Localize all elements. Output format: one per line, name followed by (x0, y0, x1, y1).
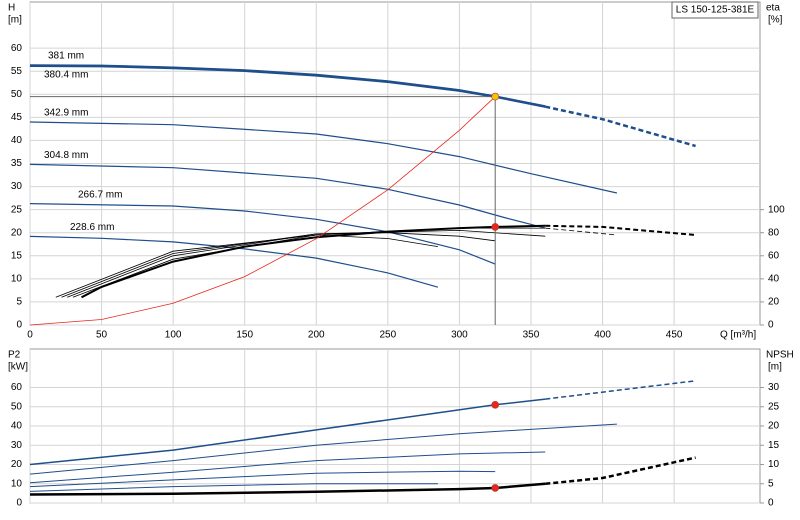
y-tick-label: 0 (16, 498, 22, 509)
curve (29, 451, 546, 484)
curve (55, 234, 438, 298)
curve (545, 224, 696, 236)
y2-tick-label: 30 (768, 382, 780, 393)
y2-axis-unit: [%] (768, 15, 783, 26)
curve (29, 470, 496, 488)
y2-tick-label: 5 (768, 478, 774, 489)
x-tick-label: 150 (236, 330, 253, 341)
y-tick-label: 60 (11, 43, 23, 54)
curve (545, 227, 617, 236)
title-box (671, 1, 759, 19)
curve-label: 266.7 mm (78, 189, 122, 200)
y2-tick-label: 0 (768, 498, 774, 509)
curve (29, 64, 546, 108)
y-tick-label: 15 (11, 250, 23, 261)
curve (545, 456, 696, 486)
y-tick-label: 25 (11, 204, 23, 215)
curve (29, 96, 496, 326)
y-tick-label: 30 (11, 181, 23, 192)
y-tick-label: 5 (16, 297, 22, 308)
y-axis-label: P2 (8, 350, 21, 361)
curve (61, 232, 496, 298)
x-tick-label: 300 (451, 330, 468, 341)
y2-tick-label: 10 (768, 459, 780, 470)
x-tick-label: 50 (96, 330, 108, 341)
y-tick-label: 10 (11, 273, 23, 284)
y-tick-label: 40 (11, 135, 23, 146)
curve (545, 380, 696, 400)
curve (545, 105, 696, 148)
duty-point (491, 223, 499, 231)
y-tick-label: 50 (11, 89, 23, 100)
y-tick-label: 0 (16, 320, 22, 331)
x-tick-label: 450 (666, 330, 683, 341)
x-tick-label: 0 (27, 330, 33, 341)
y-tick-label: 55 (11, 66, 23, 77)
y-tick-label: 50 (11, 401, 23, 412)
x-tick-label: 250 (379, 330, 396, 341)
curve-label: 304.8 mm (44, 150, 88, 161)
y-axis-unit: [kW] (8, 362, 28, 373)
y2-tick-label: 20 (768, 297, 780, 308)
y2-tick-label: 0 (768, 320, 774, 331)
y2-axis-unit: [m] (768, 362, 782, 373)
y2-tick-label: 15 (768, 440, 780, 451)
y-axis-unit: [m] (8, 15, 22, 26)
curve-label: 228.6 mm (70, 222, 114, 233)
curve (29, 398, 546, 466)
x-tick-label: 100 (165, 330, 182, 341)
y-tick-label: 35 (11, 158, 23, 169)
y2-tick-label: 80 (768, 227, 780, 238)
x-tick-label: 350 (523, 330, 540, 341)
duty-point (491, 484, 499, 492)
y2-tick-label: 25 (768, 401, 780, 412)
y-tick-label: 10 (11, 478, 23, 489)
y-tick-label: 20 (11, 459, 23, 470)
curve (81, 224, 546, 299)
curve (29, 482, 546, 496)
y2-tick-label: 40 (768, 273, 780, 284)
y-tick-label: 20 (11, 227, 23, 238)
curve (29, 235, 439, 288)
y2-tick-label: 60 (768, 250, 780, 261)
curve (29, 203, 496, 265)
x-tick-label: 200 (308, 330, 325, 341)
curve-label: 342.9 mm (44, 108, 88, 119)
y2-axis-label: eta (766, 3, 780, 14)
y2-tick-label: 100 (768, 204, 785, 215)
duty-point (491, 92, 499, 101)
y-tick-label: 30 (11, 440, 23, 451)
curve-label: 380.4 mm (44, 69, 88, 80)
x-axis-label: Q [m³/h] (720, 330, 756, 341)
curve (29, 121, 618, 194)
chart-title: LS 150-125-381E (676, 5, 755, 16)
curve (29, 483, 438, 492)
y-tick-label: 45 (11, 112, 23, 123)
y-tick-label: 60 (11, 382, 23, 393)
x-tick-label: 400 (594, 330, 611, 341)
y-tick-label: 40 (11, 421, 23, 432)
y2-tick-label: 20 (768, 421, 780, 432)
y2-axis-label: NPSH (766, 350, 794, 361)
curve (29, 423, 617, 475)
duty-point (491, 401, 499, 409)
curve-label: 381 mm (48, 50, 84, 61)
y-axis-label: H (8, 3, 15, 14)
